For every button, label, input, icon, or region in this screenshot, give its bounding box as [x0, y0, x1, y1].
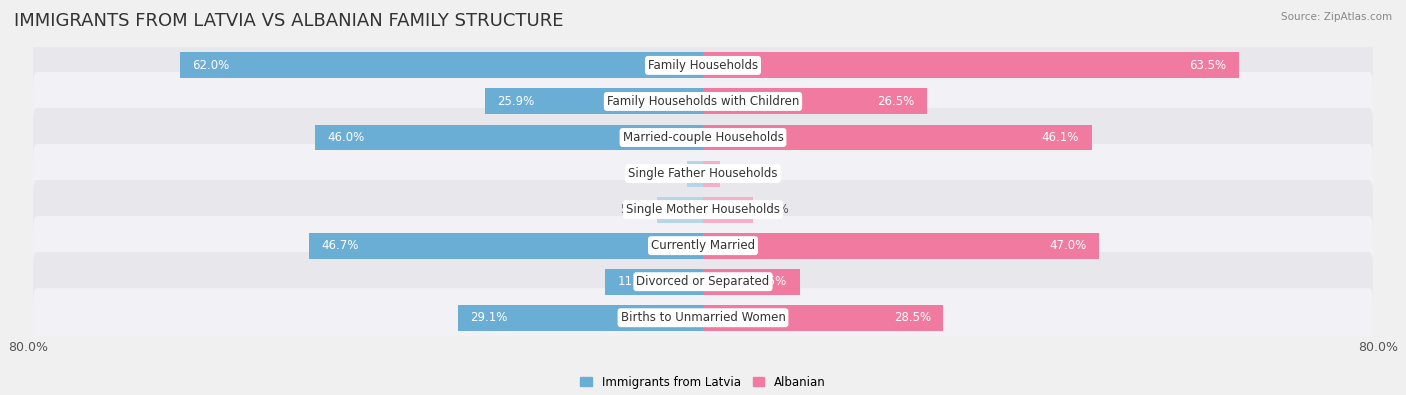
Text: Single Mother Households: Single Mother Households [626, 203, 780, 216]
Text: 29.1%: 29.1% [470, 311, 508, 324]
Text: Births to Unmarried Women: Births to Unmarried Women [620, 311, 786, 324]
Text: Divorced or Separated: Divorced or Separated [637, 275, 769, 288]
Bar [703, 161, 720, 186]
Bar [309, 233, 703, 259]
FancyBboxPatch shape [34, 180, 1372, 239]
Text: 28.5%: 28.5% [894, 311, 931, 324]
Bar [315, 124, 703, 150]
Bar [703, 88, 927, 115]
Text: 5.5%: 5.5% [620, 203, 650, 216]
Text: 63.5%: 63.5% [1189, 59, 1226, 72]
Bar [688, 161, 703, 186]
FancyBboxPatch shape [34, 288, 1372, 347]
FancyBboxPatch shape [34, 36, 1372, 95]
Text: Currently Married: Currently Married [651, 239, 755, 252]
FancyBboxPatch shape [34, 72, 1372, 131]
FancyBboxPatch shape [34, 108, 1372, 167]
Text: 26.5%: 26.5% [877, 95, 914, 108]
Bar [703, 124, 1092, 150]
Text: 25.9%: 25.9% [498, 95, 534, 108]
Bar [457, 305, 703, 331]
FancyBboxPatch shape [34, 216, 1372, 275]
Text: 46.7%: 46.7% [322, 239, 359, 252]
Text: Family Households: Family Households [648, 59, 758, 72]
Text: 46.0%: 46.0% [328, 131, 364, 144]
Text: IMMIGRANTS FROM LATVIA VS ALBANIAN FAMILY STRUCTURE: IMMIGRANTS FROM LATVIA VS ALBANIAN FAMIL… [14, 12, 564, 30]
Legend: Immigrants from Latvia, Albanian: Immigrants from Latvia, Albanian [575, 371, 831, 393]
Text: 47.0%: 47.0% [1050, 239, 1087, 252]
Text: Source: ZipAtlas.com: Source: ZipAtlas.com [1281, 12, 1392, 22]
Text: Family Households with Children: Family Households with Children [607, 95, 799, 108]
Text: 2.0%: 2.0% [727, 167, 756, 180]
Bar [703, 305, 943, 331]
FancyBboxPatch shape [34, 144, 1372, 203]
Text: Married-couple Households: Married-couple Households [623, 131, 783, 144]
Text: 11.6%: 11.6% [617, 275, 655, 288]
Text: 11.5%: 11.5% [751, 275, 787, 288]
Text: Single Father Households: Single Father Households [628, 167, 778, 180]
Bar [657, 197, 703, 222]
Bar [485, 88, 703, 115]
Bar [703, 269, 800, 295]
Bar [703, 197, 752, 222]
Text: 46.1%: 46.1% [1042, 131, 1080, 144]
Text: 1.9%: 1.9% [651, 167, 681, 180]
Text: 62.0%: 62.0% [193, 59, 229, 72]
Text: 5.9%: 5.9% [759, 203, 789, 216]
Bar [180, 53, 703, 78]
Bar [605, 269, 703, 295]
Bar [703, 233, 1099, 259]
Bar [703, 53, 1239, 78]
FancyBboxPatch shape [34, 252, 1372, 311]
